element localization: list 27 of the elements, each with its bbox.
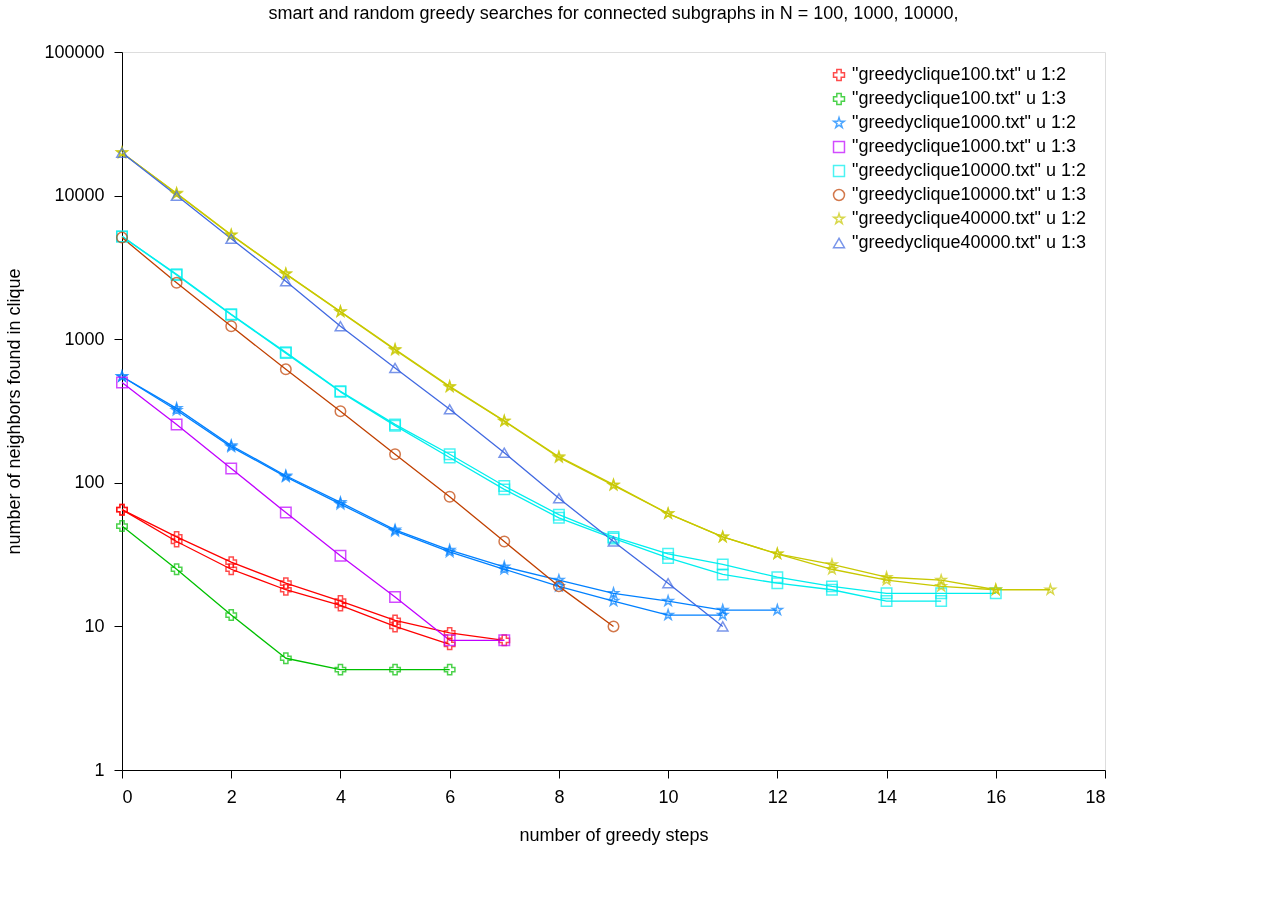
- x-axis-title: number of greedy steps: [519, 824, 709, 845]
- legend-label: "greedyclique100.txt" u 1:2: [852, 64, 1066, 84]
- y-axis-title: number of neighbors found in clique: [4, 268, 25, 555]
- y-tick-label: 10: [84, 615, 105, 636]
- legend-label: "greedyclique10000.txt" u 1:2: [852, 160, 1086, 180]
- x-tick-label: 18: [1085, 786, 1106, 807]
- legend-label: "greedyclique40000.txt" u 1:3: [852, 232, 1086, 252]
- legend-label: "greedyclique10000.txt" u 1:3: [852, 184, 1086, 204]
- y-tick-label: 1: [94, 759, 105, 780]
- x-tick-label: 10: [658, 786, 679, 807]
- x-tick-label: 8: [554, 786, 565, 807]
- legend-label: "greedyclique100.txt" u 1:3: [852, 88, 1066, 108]
- legend-label: "greedyclique1000.txt" u 1:3: [852, 136, 1076, 156]
- x-tick-label: 0: [122, 786, 133, 807]
- x-tick-label: 14: [877, 786, 898, 807]
- legend-label: "greedyclique40000.txt" u 1:2: [852, 208, 1086, 228]
- x-tick-label: 2: [226, 786, 237, 807]
- x-tick-label: 4: [335, 786, 346, 807]
- chart-title: smart and random greedy searches for connected subgraphs in N = 100, 1000, 10000,: [268, 3, 959, 23]
- x-tick-label: 16: [986, 786, 1007, 807]
- legend-label: "greedyclique1000.txt" u 1:2: [852, 112, 1076, 132]
- x-tick-label: 12: [767, 786, 788, 807]
- y-tick-label: 100: [74, 472, 105, 493]
- y-tick-label: 100000: [44, 41, 105, 62]
- x-tick-label: 6: [445, 786, 456, 807]
- y-tick-label: 10000: [54, 185, 105, 206]
- y-tick-label: 1000: [64, 328, 105, 349]
